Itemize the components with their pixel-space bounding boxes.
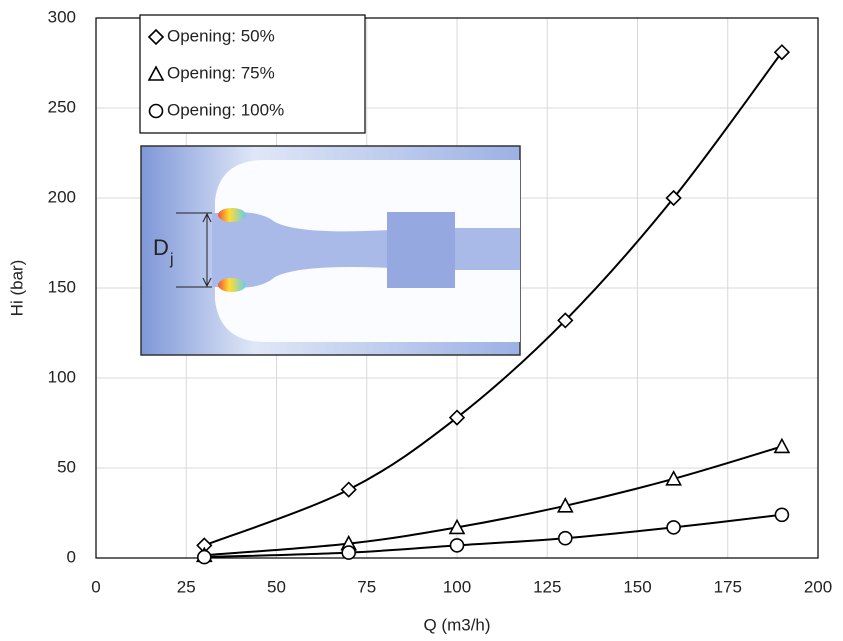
marker bbox=[557, 312, 574, 329]
legend-label: Opening: 75% bbox=[167, 63, 275, 82]
x-axis-title: Q (m3/h) bbox=[423, 615, 490, 634]
marker bbox=[666, 520, 681, 535]
marker bbox=[773, 44, 791, 61]
y-tick-label: 100 bbox=[48, 367, 76, 386]
marker bbox=[448, 409, 466, 426]
marker bbox=[556, 497, 574, 513]
x-tick-label: 100 bbox=[443, 577, 471, 596]
x-tick-label: 175 bbox=[714, 577, 742, 596]
inset-figure: D j bbox=[140, 145, 521, 356]
x-tick-label: 200 bbox=[804, 577, 832, 596]
series-line bbox=[204, 445, 783, 557]
marker bbox=[341, 545, 357, 560]
y-tick-label: 250 bbox=[48, 97, 76, 116]
x-tick-label: 25 bbox=[177, 577, 196, 596]
marker bbox=[665, 470, 682, 486]
x-tick-label: 75 bbox=[357, 577, 376, 596]
legend: Opening: 50% Opening: 75% Opening: 100% bbox=[139, 14, 366, 134]
marker bbox=[449, 538, 465, 553]
series-line bbox=[203, 51, 783, 547]
legend-label: Opening: 100% bbox=[167, 100, 284, 119]
y-tick-label: 0 bbox=[67, 547, 76, 566]
x-tick-label: 125 bbox=[533, 577, 561, 596]
marker bbox=[774, 507, 790, 523]
inset-label: D bbox=[153, 235, 169, 260]
marker bbox=[557, 530, 573, 546]
y-axis-title: Hi (bar) bbox=[7, 260, 26, 317]
marker bbox=[665, 189, 682, 207]
marker bbox=[147, 65, 165, 81]
x-tick-label: 150 bbox=[623, 577, 651, 596]
series-line bbox=[204, 513, 783, 559]
inset-subscript: j bbox=[169, 251, 174, 268]
marker bbox=[773, 437, 791, 454]
marker bbox=[340, 481, 357, 498]
x-tick-label: 0 bbox=[91, 577, 100, 596]
y-tick-label: 200 bbox=[48, 187, 76, 206]
marker bbox=[197, 549, 212, 565]
y-tick-label: 150 bbox=[48, 277, 76, 296]
plot-frame bbox=[95, 17, 819, 559]
marker bbox=[148, 103, 164, 119]
y-tick-label: 50 bbox=[57, 457, 76, 476]
legend-label: Opening: 50% bbox=[167, 26, 275, 45]
x-tick-label: 50 bbox=[267, 577, 286, 596]
marker bbox=[448, 518, 466, 535]
marker bbox=[147, 28, 165, 46]
y-tick-label: 300 bbox=[48, 7, 76, 26]
